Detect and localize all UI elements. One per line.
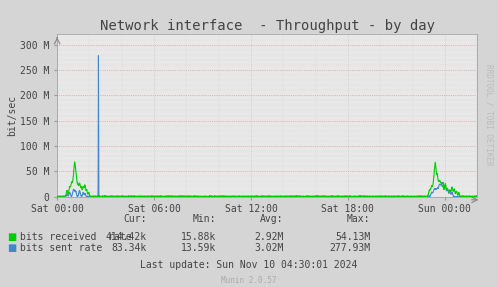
Text: 3.02M: 3.02M bbox=[254, 243, 283, 253]
Text: 54.13M: 54.13M bbox=[335, 232, 370, 242]
Text: ■: ■ bbox=[7, 232, 17, 242]
Text: Munin 2.0.57: Munin 2.0.57 bbox=[221, 276, 276, 285]
Text: Max:: Max: bbox=[347, 214, 370, 224]
Text: ■: ■ bbox=[7, 243, 17, 253]
Text: 277.93M: 277.93M bbox=[329, 243, 370, 253]
Text: 15.88k: 15.88k bbox=[181, 232, 216, 242]
Text: bits sent rate: bits sent rate bbox=[20, 243, 102, 253]
Text: 2.92M: 2.92M bbox=[254, 232, 283, 242]
Text: Avg:: Avg: bbox=[260, 214, 283, 224]
Text: 83.34k: 83.34k bbox=[111, 243, 147, 253]
Text: 414.42k: 414.42k bbox=[105, 232, 147, 242]
Text: Cur:: Cur: bbox=[123, 214, 147, 224]
Text: bits received  rate: bits received rate bbox=[20, 232, 132, 242]
Text: 13.59k: 13.59k bbox=[181, 243, 216, 253]
Text: Min:: Min: bbox=[193, 214, 216, 224]
Y-axis label: bit/sec: bit/sec bbox=[7, 95, 17, 136]
Text: RRDTOOL / TOBI OETIKER: RRDTOOL / TOBI OETIKER bbox=[485, 64, 494, 166]
Text: Last update: Sun Nov 10 04:30:01 2024: Last update: Sun Nov 10 04:30:01 2024 bbox=[140, 261, 357, 270]
Title: Network interface  - Throughput - by day: Network interface - Throughput - by day bbox=[99, 19, 435, 33]
